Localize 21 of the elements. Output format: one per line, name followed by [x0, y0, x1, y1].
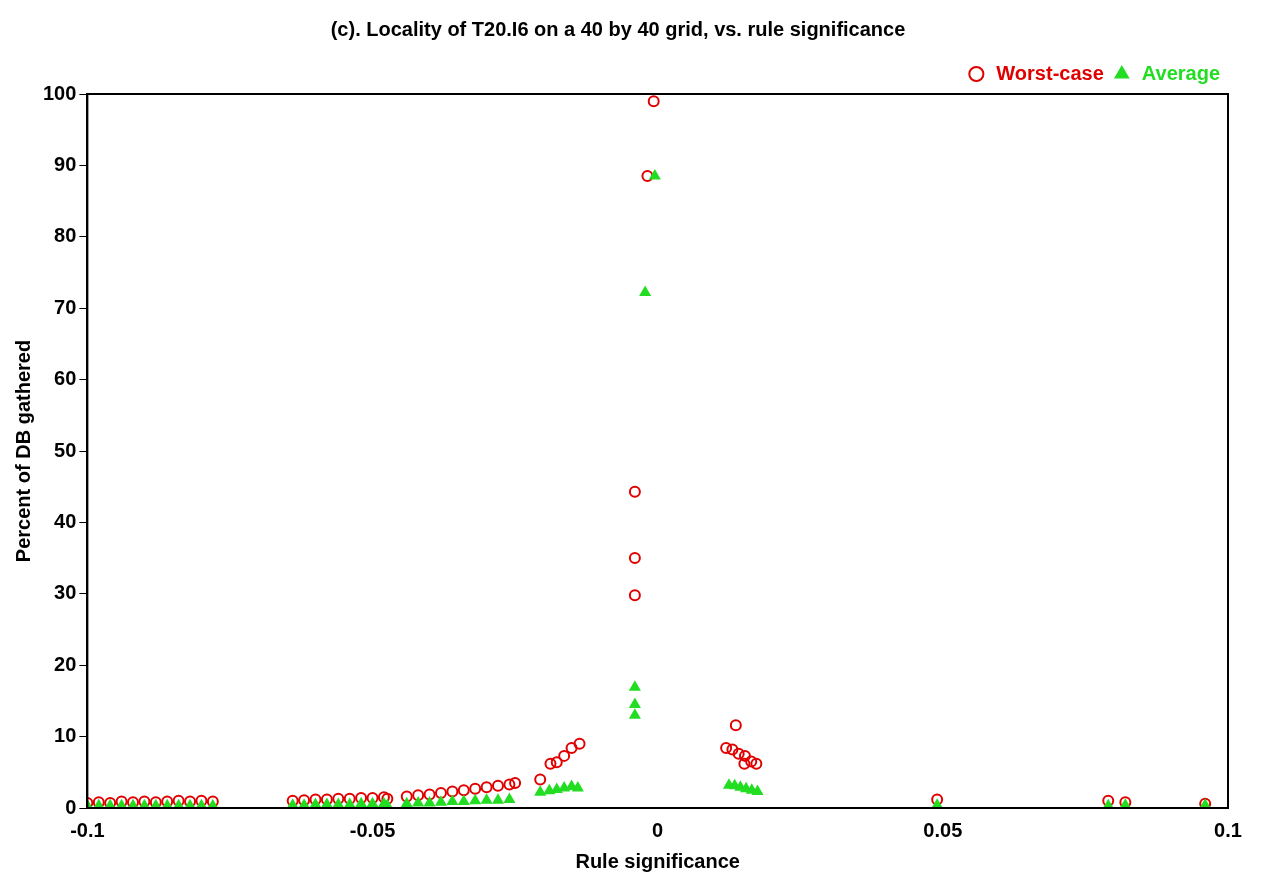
- legend-label: Worst-case: [996, 61, 1104, 84]
- y-tick-label: 80: [54, 224, 77, 247]
- y-tick-label: 10: [54, 724, 77, 747]
- y-tick-label: 90: [54, 152, 77, 175]
- y-tick-label: 30: [54, 581, 77, 604]
- y-tick-label: 100: [42, 81, 77, 104]
- y-tick-label: 70: [54, 295, 77, 318]
- y-tick-label: 60: [54, 367, 77, 390]
- x-tick-label: 0: [652, 818, 664, 841]
- x-axis-title: Rule significance: [575, 849, 740, 872]
- y-axis-title: Percent of DB gathered: [11, 339, 34, 563]
- x-tick-label: -0.1: [70, 818, 105, 841]
- y-tick-label: 50: [54, 438, 77, 461]
- y-tick-label: 40: [54, 509, 77, 532]
- chart-title: (c). Locality of T20.I6 on a 40 by 40 grid, vs. rule significance: [330, 17, 906, 40]
- x-tick-label: 0.1: [1214, 818, 1242, 841]
- y-tick-label: 20: [54, 652, 77, 675]
- y-tick-label: 0: [65, 795, 77, 818]
- x-tick-label: -0.05: [349, 818, 396, 841]
- legend-label: Average: [1141, 61, 1221, 84]
- x-tick-label: 0.05: [923, 818, 963, 841]
